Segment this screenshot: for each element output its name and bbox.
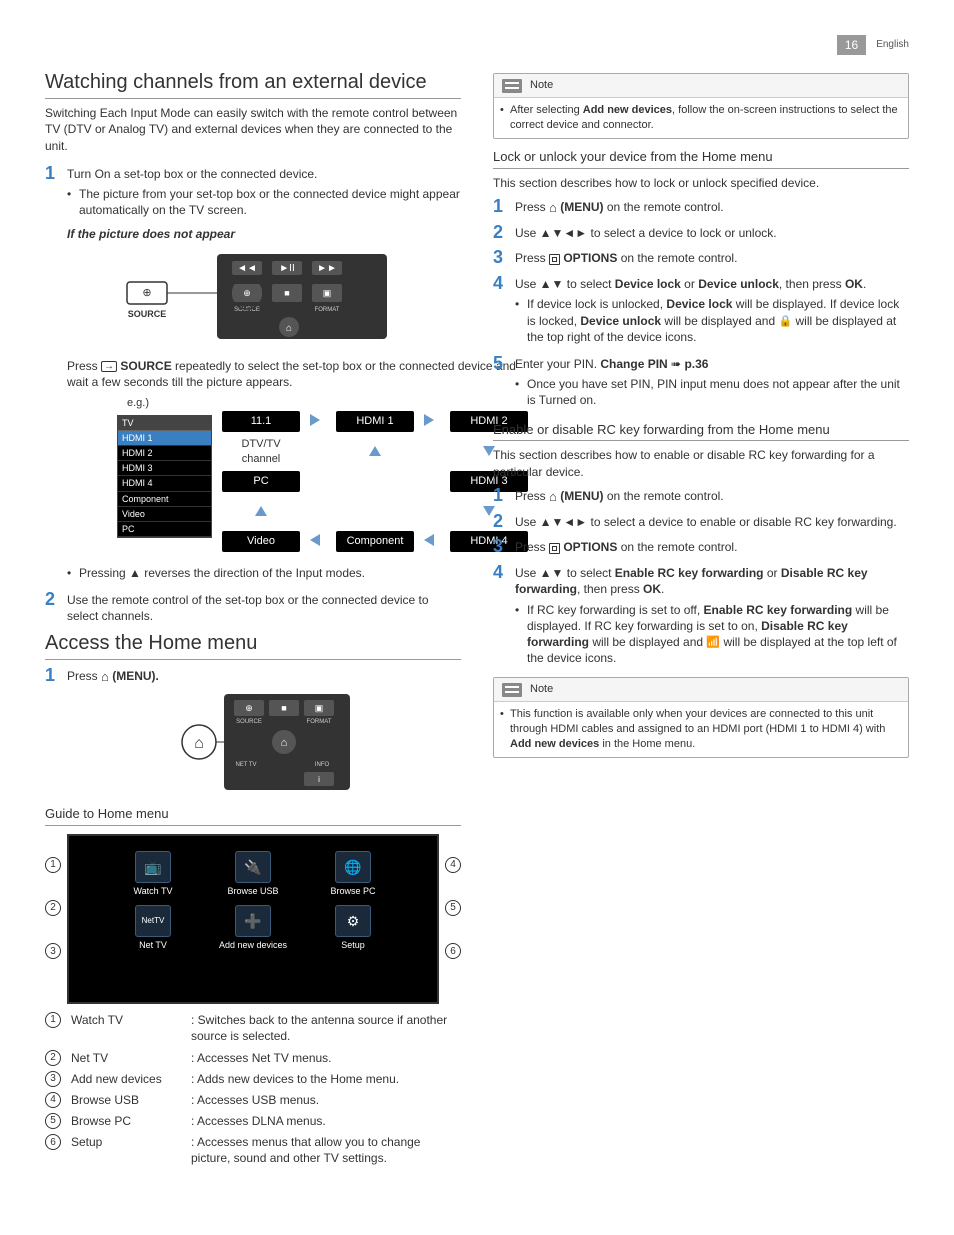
home-icon: ⌂ <box>549 489 557 504</box>
press-source-text: Press SOURCE repeatedly to select the se… <box>67 358 528 390</box>
svg-text:►II: ►II <box>279 263 294 274</box>
tv-icon: 📺 <box>135 851 171 883</box>
svg-text:⊕: ⊕ <box>243 288 251 298</box>
callout-number: 5 <box>445 900 461 916</box>
step-number: 2 <box>45 590 67 624</box>
watching-intro: Switching Each Input Mode can easily swi… <box>45 105 461 154</box>
home-icon: ⌂ <box>101 670 109 685</box>
callout-number: 4 <box>445 857 461 873</box>
callout-number: 2 <box>45 900 61 916</box>
heading-home-menu: Access the Home menu <box>45 630 461 660</box>
options-icon <box>549 543 560 554</box>
svg-text:i: i <box>318 775 320 784</box>
page-language: English <box>876 38 909 52</box>
arrow-up-icon <box>369 446 381 456</box>
note-icon <box>502 683 522 697</box>
note-icon <box>502 79 522 93</box>
note-box-2: Note This function is available only whe… <box>493 677 909 757</box>
svg-text:SOURCE: SOURCE <box>236 719 262 725</box>
nav-bullet: Pressing ▲ reverses the direction of the… <box>67 565 528 581</box>
add-icon: ➕ <box>235 905 271 937</box>
home-guide-diagram: 1 2 3 📺Watch TV 🔌Browse USB 🌐Browse PC N… <box>45 834 461 1004</box>
input-nav-grid: 11.1 HDMI 1 HDMI 2 DTV/TV channel <box>222 411 528 561</box>
svg-text:SOURCE: SOURCE <box>128 309 167 319</box>
callout-number: 3 <box>45 943 61 959</box>
step-number: 1 <box>45 164 67 584</box>
rc-icon: 📶 <box>706 636 720 648</box>
no-appear-label: If the picture does not appear <box>67 226 528 242</box>
options-icon <box>549 254 560 265</box>
arrow-right-icon <box>310 414 320 426</box>
legend-table: 1Watch TV: Switches back to the antenna … <box>45 1012 461 1167</box>
page-number: 16 <box>837 35 866 55</box>
arrow-left-icon <box>424 534 434 546</box>
usb-icon: 🔌 <box>235 851 271 883</box>
step-text: Use the remote control of the set-top bo… <box>67 590 461 624</box>
note-box-1: Note After selecting Add new devices, fo… <box>493 73 909 139</box>
arrow-right-icon <box>424 414 434 426</box>
svg-text:FORMAT: FORMAT <box>315 307 340 313</box>
heading-rc-forwarding: Enable or disable RC key forwarding from… <box>493 422 909 442</box>
arrow-left-icon <box>310 534 320 546</box>
arrow-up-icon <box>255 506 267 516</box>
setup-icon: ⚙ <box>335 905 371 937</box>
remote-diagram-2: ⊕ SOURCE ■ ▣ FORMAT ⌂ NET TV INFO i ⌂ <box>174 692 354 792</box>
step-number: 1 <box>45 666 67 796</box>
svg-text:■: ■ <box>281 703 286 713</box>
svg-text:NET TV: NET TV <box>235 762 256 768</box>
left-column: Watching channels from an external devic… <box>45 65 461 1171</box>
heading-lock: Lock or unlock your device from the Home… <box>493 149 909 169</box>
guide-title: Guide to Home menu <box>45 806 461 826</box>
callout-number: 6 <box>445 943 461 959</box>
svg-text:⊕: ⊕ <box>142 287 151 299</box>
svg-text:⊕: ⊕ <box>245 703 253 713</box>
svg-text:▣: ▣ <box>315 703 324 713</box>
source-icon <box>101 361 117 372</box>
nettv-icon: NetTV <box>135 905 171 937</box>
eg-label: e.g.) <box>127 396 528 411</box>
page-header: 16 English <box>45 35 909 55</box>
source-list-box: TV HDMI 1 HDMI 2 HDMI 3 HDMI 4 Component… <box>117 415 212 538</box>
svg-text:INFO: INFO <box>315 762 330 768</box>
home-icon: ⌂ <box>549 200 557 215</box>
rc-intro: This section describes how to enable or … <box>493 447 909 479</box>
right-column: Note After selecting Add new devices, fo… <box>493 65 909 1171</box>
svg-text:⌂: ⌂ <box>194 735 204 752</box>
step-text: Turn On a set-top box or the connected d… <box>67 167 317 181</box>
svg-text:▣: ▣ <box>323 288 332 298</box>
pc-icon: 🌐 <box>335 851 371 883</box>
lock-intro: This section describes how to lock or un… <box>493 175 909 191</box>
svg-text:■: ■ <box>284 288 289 298</box>
remote-diagram-1: ◄◄ ►II ►► ⊕ SOURCE ■ ▣ FORMAT ⌂ ⊕ SOURCE <box>97 249 528 348</box>
svg-text:⌂: ⌂ <box>286 323 292 334</box>
callout-number: 1 <box>45 857 61 873</box>
heading-watching: Watching channels from an external devic… <box>45 69 461 99</box>
svg-text:◄◄: ◄◄ <box>237 263 257 274</box>
svg-text:FORMAT: FORMAT <box>307 719 332 725</box>
svg-text:►►: ►► <box>317 263 337 274</box>
svg-text:⌂: ⌂ <box>281 737 288 749</box>
step-bullet: The picture from your set-top box or the… <box>67 186 528 218</box>
lock-icon: 🔒 <box>778 315 792 327</box>
svg-text:SOURCE: SOURCE <box>234 307 260 313</box>
